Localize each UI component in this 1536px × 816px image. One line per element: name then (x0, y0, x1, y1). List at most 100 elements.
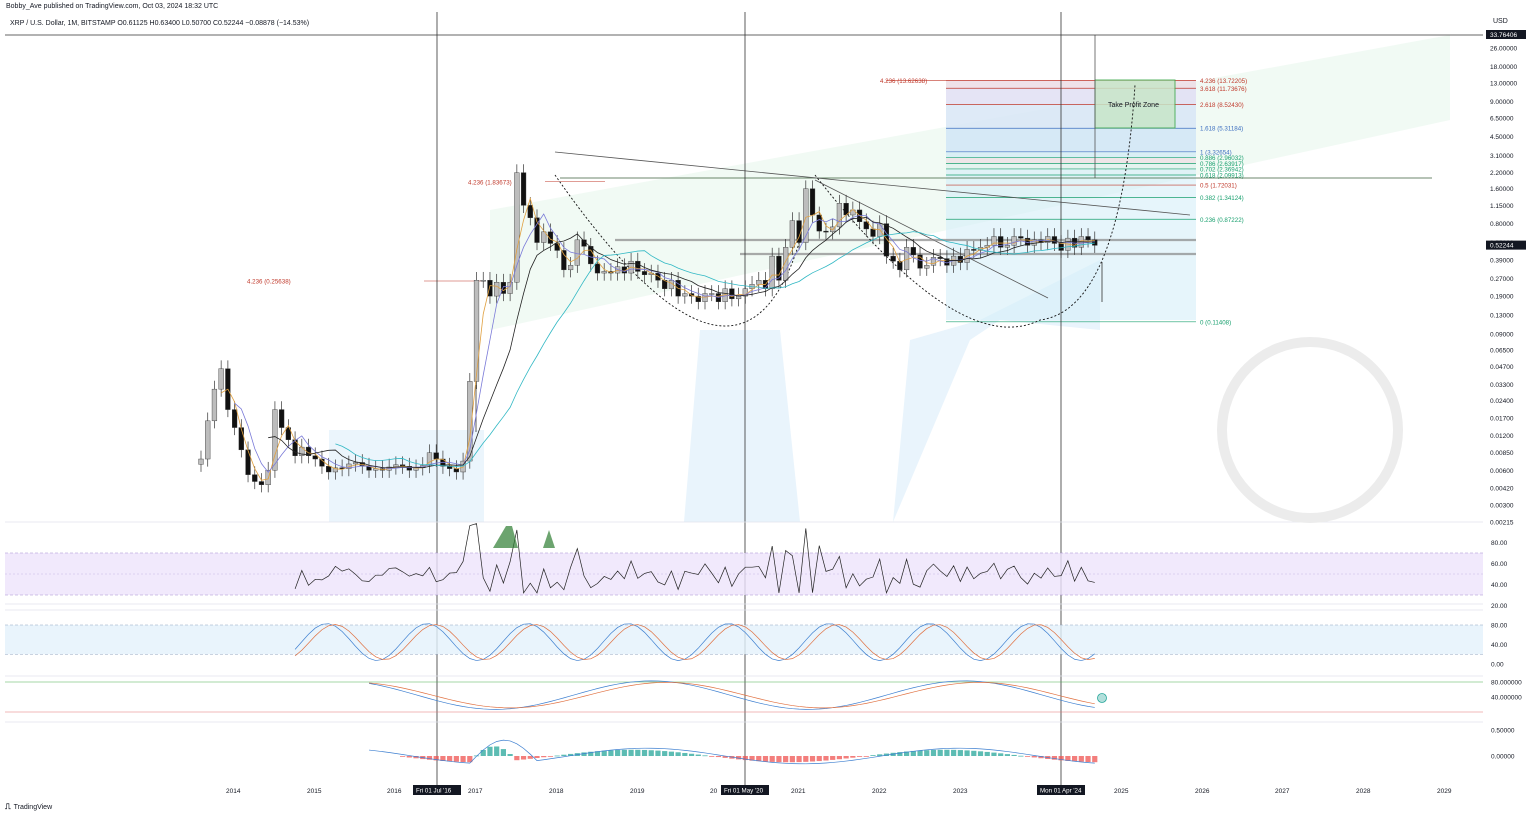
macd-histogram-bar (830, 756, 836, 760)
candle (205, 420, 211, 460)
candle (776, 255, 782, 281)
macd-histogram-bar (951, 749, 957, 756)
price-tick: 0.03300 (1490, 382, 1514, 389)
fib-band (946, 80, 1196, 89)
momentum-fast-line (368, 680, 1095, 710)
candle (406, 466, 412, 471)
macd-histogram-bar (991, 752, 997, 756)
macd-histogram-bar (527, 756, 533, 759)
stoch-d-line (294, 624, 1095, 660)
macd-histogram-bar (413, 756, 419, 759)
publisher-line: Bobby_Ave published on TradingView.com, … (6, 3, 219, 10)
macd-histogram-bar (400, 756, 406, 757)
fib-level-label: 4.236 (13.72205) (1200, 78, 1247, 85)
candle (433, 452, 439, 460)
currency-label[interactable]: USD (1493, 18, 1508, 25)
macd-histogram-bar (675, 752, 681, 756)
price-tick: 0.80000 (1490, 221, 1514, 228)
tradingview-logo-icon: ⎍ (5, 802, 11, 811)
macd-histogram-bar (568, 753, 574, 756)
candle (655, 272, 661, 281)
macd-histogram-bar (769, 756, 775, 762)
price-tick: 26.00000 (1490, 46, 1517, 53)
candle (836, 203, 843, 228)
candle (816, 214, 822, 232)
macd-histogram-bar (984, 751, 990, 756)
candle (285, 427, 291, 440)
fib-level-label: 1 (3.32654) (1200, 149, 1232, 156)
price-tick: 0.01200 (1490, 433, 1514, 440)
candle (326, 466, 332, 473)
symbol-legend: XRP / U.S. Dollar, 1M, BITSTAMP O0.61125… (10, 20, 310, 27)
macd-histogram-bar (494, 746, 500, 756)
candle (756, 280, 762, 285)
macd-histogram-bar (500, 749, 506, 756)
ma-long (335, 231, 1095, 467)
macd-histogram-bar (688, 753, 695, 756)
time-tick: 2019 (630, 788, 645, 795)
rsi-overbought-fill (493, 526, 518, 548)
candle (426, 452, 433, 466)
macd-histogram-bar (514, 756, 520, 761)
time-tick: 2023 (953, 788, 968, 795)
fib-band (946, 163, 1196, 169)
date-marker-badge (1037, 785, 1085, 795)
fib-band (946, 151, 1196, 158)
macd-histogram-bar (789, 756, 795, 763)
macd-histogram-bar (440, 756, 446, 761)
candle (870, 228, 876, 237)
candle (883, 223, 890, 257)
macd-line (368, 739, 1095, 765)
rsi-tick: 60.00 (1491, 561, 1508, 568)
candle (1018, 236, 1024, 239)
rsi-tick: 20.00 (1491, 603, 1508, 610)
macd-histogram-bar (453, 756, 459, 762)
macd-histogram-bar (937, 749, 943, 756)
candle (527, 205, 533, 218)
macd-histogram-bar (1031, 756, 1037, 758)
candle (494, 282, 500, 297)
macd-histogram-bar (823, 756, 829, 761)
macd-histogram-bar (776, 756, 782, 763)
macd-histogram-bar (655, 750, 661, 756)
fib-level-label: 0.886 (2.96032) (1200, 155, 1244, 162)
price-tick: 0.39000 (1490, 257, 1514, 264)
candle (332, 467, 339, 473)
macd-histogram-bar (682, 752, 688, 756)
rsi-line (294, 523, 1095, 595)
macd-histogram-bar (1011, 754, 1017, 756)
candle (930, 257, 937, 266)
candle (198, 458, 204, 465)
price-tick: 0.19000 (1490, 294, 1514, 301)
macd-histogram-bar (850, 756, 856, 758)
candle (897, 260, 903, 271)
candle (211, 388, 218, 422)
time-tick: 2029 (1437, 788, 1452, 795)
rsi-band (5, 553, 1483, 595)
macd-histogram-bar (541, 756, 547, 758)
macd-histogram-bar (668, 751, 674, 756)
time-tick: 2028 (1356, 788, 1371, 795)
macd-histogram-bar (709, 756, 715, 757)
candle (292, 439, 298, 456)
macd-histogram-bar (561, 754, 567, 756)
stoch-k-line (294, 623, 1095, 661)
macd-histogram-bar (588, 751, 594, 756)
candle (1011, 236, 1017, 246)
candle (487, 280, 493, 297)
tradingview-brand[interactable]: ⎍ TradingView (5, 802, 52, 812)
macd-histogram-bar (762, 756, 769, 762)
candle (1004, 245, 1011, 248)
candle (218, 368, 224, 390)
candle (574, 239, 580, 266)
macd-histogram-bar (977, 751, 984, 756)
candle (547, 231, 554, 244)
macd-histogram-bar (621, 749, 627, 756)
time-tick: 2025 (1114, 788, 1129, 795)
macd-histogram-bar (843, 756, 849, 759)
candle (238, 427, 244, 451)
price-tick: 0.27000 (1490, 276, 1514, 283)
fib-band (946, 168, 1196, 176)
macd-histogram-bar (816, 756, 822, 762)
